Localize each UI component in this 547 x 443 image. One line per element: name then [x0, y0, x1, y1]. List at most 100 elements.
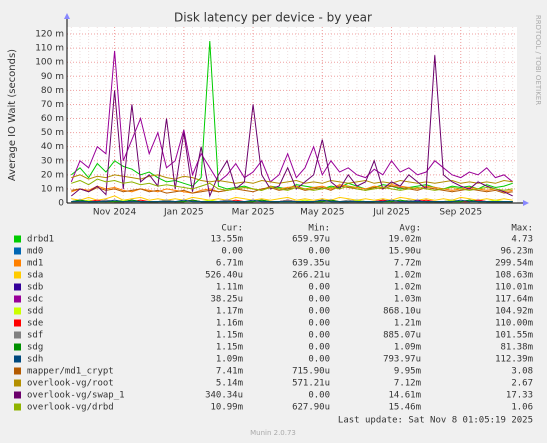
legend-stat: 0.00 — [308, 247, 330, 257]
legend-stat: 38.25u — [210, 295, 243, 305]
legend-stat: 0.00 — [308, 307, 330, 317]
legend-swatch — [14, 391, 21, 399]
legend-stat: 108.63m — [495, 271, 533, 281]
y-tick-label: 60 m — [41, 114, 64, 124]
legend-stat: 1.16m — [216, 319, 243, 329]
legend-swatch — [14, 367, 21, 375]
legend-stat: 13.55m — [210, 235, 243, 245]
y-tick-label: 0 — [58, 199, 64, 209]
series-line — [71, 178, 513, 191]
legend-stat: 659.97u — [292, 235, 330, 245]
legend-stat: 1.09m — [394, 343, 421, 353]
legend-stat: 0.00 — [308, 331, 330, 341]
legend-stat: 1.15m — [216, 331, 243, 341]
legend-stat: 7.12m — [394, 379, 421, 389]
column-header: Avg: — [399, 224, 421, 234]
legend-swatch — [14, 331, 21, 339]
axis-arrow — [64, 13, 70, 19]
legend-stat: 0.00 — [308, 355, 330, 365]
legend-stat: 110.01m — [495, 283, 533, 293]
footer: Munin 2.0.73 — [250, 429, 296, 437]
y-tick-label: 20 m — [41, 170, 64, 180]
column-header: Min: — [308, 224, 330, 234]
legend-stat: 110.00m — [495, 319, 533, 329]
legend-stat: 1.15m — [216, 343, 243, 353]
y-tick-label: 120 m — [35, 30, 64, 40]
legend-stat: 1.11m — [216, 283, 243, 293]
x-tick-label: May 2025 — [300, 208, 344, 218]
legend-stat: 1.02m — [394, 271, 421, 281]
legend-label: sdg — [27, 343, 43, 353]
legend-stat: 0.00 — [308, 295, 330, 305]
legend-stat: 7.41m — [216, 367, 243, 377]
legend-label: sdc — [27, 295, 43, 305]
legend-stat: 1.09m — [216, 355, 243, 365]
legend-stat: 2.67 — [511, 379, 533, 389]
legend-stat: 0.00 — [221, 247, 243, 257]
x-tick-label: Sep 2025 — [439, 208, 482, 218]
legend-stat: 1.21m — [394, 319, 421, 329]
series-line — [71, 199, 513, 203]
legend-stat: 639.35u — [292, 259, 330, 269]
legend-label: mapper/md1_crypt — [27, 367, 114, 377]
legend-label: overlook-vg/root — [27, 379, 114, 389]
axis-arrow — [523, 200, 529, 206]
y-axis-label: Average IO Wait (seconds) — [7, 49, 18, 181]
legend-stat: 4.73 — [511, 235, 533, 245]
x-tick-label: Mar 2025 — [232, 208, 275, 218]
legend-stat: 1.17m — [216, 307, 243, 317]
legend-stat: 0.00 — [308, 319, 330, 329]
side-label: RRDTOOL / TOBI OETIKER — [534, 15, 542, 105]
legend-stat: 793.97u — [383, 355, 421, 365]
legend-stat: 117.64m — [495, 295, 533, 305]
legend-label: drbd1 — [27, 235, 54, 245]
legend-stat: 266.21u — [292, 271, 330, 281]
y-tick-label: 50 m — [41, 128, 64, 138]
legend-swatch — [14, 307, 21, 315]
legend-stat: 299.54m — [495, 259, 533, 269]
legend-swatch — [14, 403, 21, 411]
x-tick-label: Nov 2024 — [93, 208, 137, 218]
legend-swatch — [14, 319, 21, 327]
legend-stat: 15.46m — [388, 403, 421, 413]
series-line — [71, 184, 513, 194]
y-tick-label: 70 m — [41, 100, 64, 110]
legend-label: sda — [27, 271, 43, 281]
column-header: Max: — [511, 224, 533, 234]
legend-stat: 526.40u — [205, 271, 243, 281]
legend-swatch — [14, 295, 21, 303]
y-tick-label: 100 m — [35, 58, 64, 68]
legend-stat: 9.95m — [394, 367, 421, 377]
legend-stat: 885.07u — [383, 331, 421, 341]
legend-stat: 5.14m — [216, 379, 243, 389]
legend-stat: 1.02m — [394, 283, 421, 293]
legend-stat: 7.72m — [394, 259, 421, 269]
y-tick-label: 110 m — [35, 44, 64, 54]
x-tick-label: Jan 2025 — [163, 208, 204, 218]
series-line — [71, 174, 513, 184]
last-update: Last update: Sat Nov 8 01:05:19 2025 — [338, 416, 533, 426]
legend-stat: 81.38m — [500, 343, 533, 353]
legend-stat: 10.99m — [210, 403, 243, 413]
legend-stat: 3.08 — [511, 367, 533, 377]
legend-swatch — [14, 271, 21, 279]
legend-label: sdf — [27, 331, 43, 341]
legend-stat: 104.92m — [495, 307, 533, 317]
series-line — [70, 50, 513, 183]
legend-stat: 0.00 — [308, 343, 330, 353]
legend-swatch — [14, 355, 21, 363]
legend-stat: 101.55m — [495, 331, 533, 341]
y-tick-label: 40 m — [41, 142, 64, 152]
legend-label: sde — [27, 319, 43, 329]
legend-stat: 0.00 — [308, 391, 330, 401]
chart-title: Disk latency per device - by year — [174, 11, 372, 25]
legend-label: sdd — [27, 307, 43, 317]
legend-swatch — [14, 379, 21, 387]
y-tick-label: 90 m — [41, 72, 64, 82]
legend-stat: 627.90u — [292, 403, 330, 413]
legend-label: md0 — [27, 247, 43, 257]
legend-stat: 112.39m — [495, 355, 533, 365]
legend-stat: 15.90u — [388, 247, 421, 257]
